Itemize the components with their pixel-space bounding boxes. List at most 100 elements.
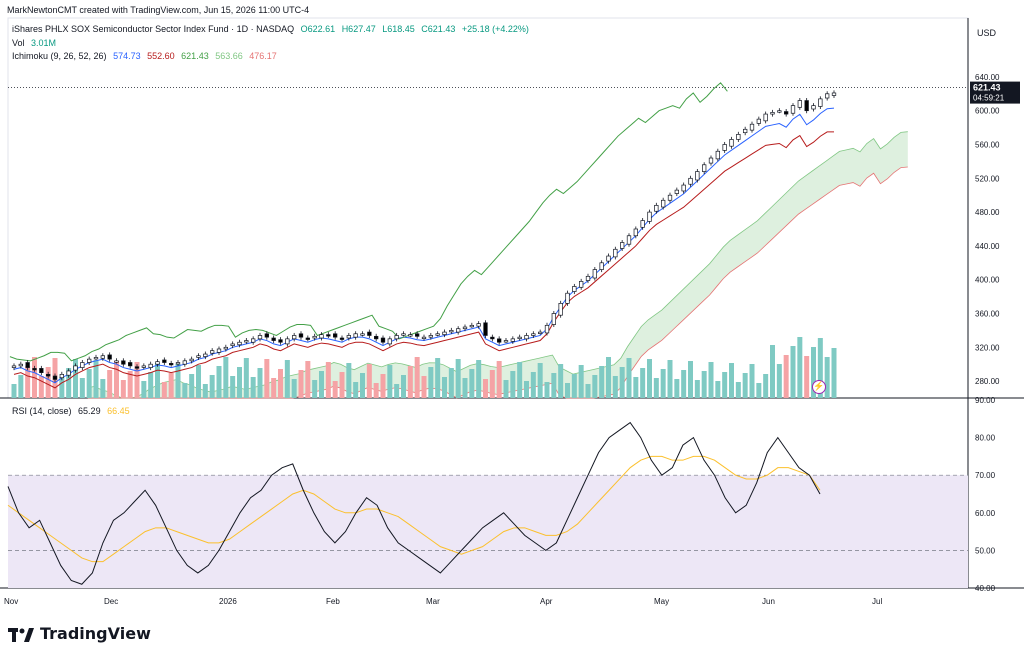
price-tick-label: 560.00 <box>975 141 1000 150</box>
volume-bar <box>100 379 106 398</box>
candle-body <box>421 336 427 340</box>
volume-bar <box>339 372 345 398</box>
price-tick-label: 360.00 <box>975 310 1000 319</box>
candle-body <box>292 335 297 340</box>
candle-body <box>831 92 837 96</box>
rsi-tick-label: 70.00 <box>975 471 996 480</box>
candle-body <box>52 375 58 380</box>
candle-body <box>763 113 768 122</box>
candle-body <box>435 333 440 336</box>
volume-bar <box>189 374 195 398</box>
candle-body <box>87 358 92 363</box>
candle-body <box>141 365 146 368</box>
volume-bar <box>647 359 652 398</box>
volume-bar <box>59 377 65 398</box>
volume-bar <box>18 375 24 398</box>
volume-bar <box>592 375 598 398</box>
volume-bar <box>599 366 605 398</box>
candle-body <box>367 331 372 336</box>
lightning-icon[interactable]: ⚡ <box>812 380 826 394</box>
candle-body <box>148 363 153 368</box>
volume-bar <box>319 371 324 398</box>
volume-bar <box>401 375 406 398</box>
candle-body <box>565 292 570 304</box>
countdown-tag: 04:59:21 <box>973 94 1005 103</box>
candle-body <box>121 360 126 365</box>
candle-body <box>285 338 290 345</box>
volume-bar <box>530 372 536 398</box>
tradingview-logo-icon <box>8 627 34 642</box>
volume-bar <box>442 377 447 398</box>
ich-base-value: 552.60 <box>147 51 175 61</box>
volume-bar <box>626 358 632 398</box>
candle-body <box>128 362 133 367</box>
symbol-legend: iShares PHLX SOX Semiconductor Sector In… <box>12 24 533 34</box>
volume-bar <box>701 371 707 398</box>
volume-bar <box>387 365 393 398</box>
candle-body <box>264 333 269 338</box>
volume-bar <box>414 357 420 398</box>
volume-bar <box>606 357 611 398</box>
candle-body <box>667 194 673 201</box>
candle-body <box>169 363 174 366</box>
candle-body <box>722 144 727 151</box>
volume-bar <box>182 383 188 398</box>
candle-body <box>490 336 495 340</box>
candle-body <box>743 128 748 134</box>
volume-bar <box>735 382 741 398</box>
volume-bar <box>565 383 570 398</box>
rsi-line <box>7 421 821 585</box>
candle-body <box>387 338 392 345</box>
candle-body <box>620 242 625 249</box>
volume-bar <box>264 359 270 398</box>
candle-body <box>100 355 105 359</box>
candle-body <box>599 262 604 270</box>
volume-bar <box>510 371 516 398</box>
candle-body <box>155 361 160 365</box>
volume-bar <box>134 362 140 398</box>
candle-body <box>674 189 679 194</box>
candle-body <box>380 337 386 343</box>
volume-bar <box>237 367 242 398</box>
candle-body <box>681 184 686 192</box>
price-tick-label: 400.00 <box>975 276 1000 285</box>
volume-bar <box>380 374 386 398</box>
vol-label: Vol <box>12 38 25 48</box>
volume-bar <box>653 378 659 398</box>
candle-body <box>538 331 543 334</box>
ichimoku-legend: Ichimoku (9, 26, 52, 26) 574.73 552.60 6… <box>12 51 281 61</box>
volume-bar <box>346 363 352 398</box>
candle-body <box>640 220 645 228</box>
time-tick-label: Jun <box>762 597 775 606</box>
volume-bar <box>73 359 78 398</box>
volume-bar <box>298 370 304 398</box>
time-tick-label: Jul <box>872 597 882 606</box>
candle-body <box>326 334 331 337</box>
candle-body <box>428 335 433 338</box>
volume-bar <box>127 371 133 398</box>
volume-bar <box>783 355 789 398</box>
volume-bar <box>681 370 687 398</box>
price-tick-label: 600.00 <box>975 107 1000 116</box>
candle-body <box>729 139 734 147</box>
rsi-tick-label: 50.00 <box>975 546 996 555</box>
ichimoku-lagging-span <box>9 82 728 362</box>
volume-bar <box>619 367 625 398</box>
candle-body <box>312 335 317 339</box>
rsi-tick-label: 40.00 <box>975 584 996 593</box>
candle-body <box>271 337 276 341</box>
candle-body <box>462 326 468 330</box>
candle-body <box>353 333 358 338</box>
candle-body <box>374 335 379 340</box>
volume-bar <box>209 375 215 398</box>
volume-bar <box>305 361 311 398</box>
volume-bar <box>742 373 748 398</box>
volume-bar <box>257 368 263 398</box>
volume-bar <box>469 369 475 398</box>
candle-body <box>25 362 30 368</box>
candle-body <box>715 150 720 160</box>
candle-body <box>579 281 584 288</box>
volume-bar <box>168 373 174 398</box>
candle-body <box>223 346 228 350</box>
